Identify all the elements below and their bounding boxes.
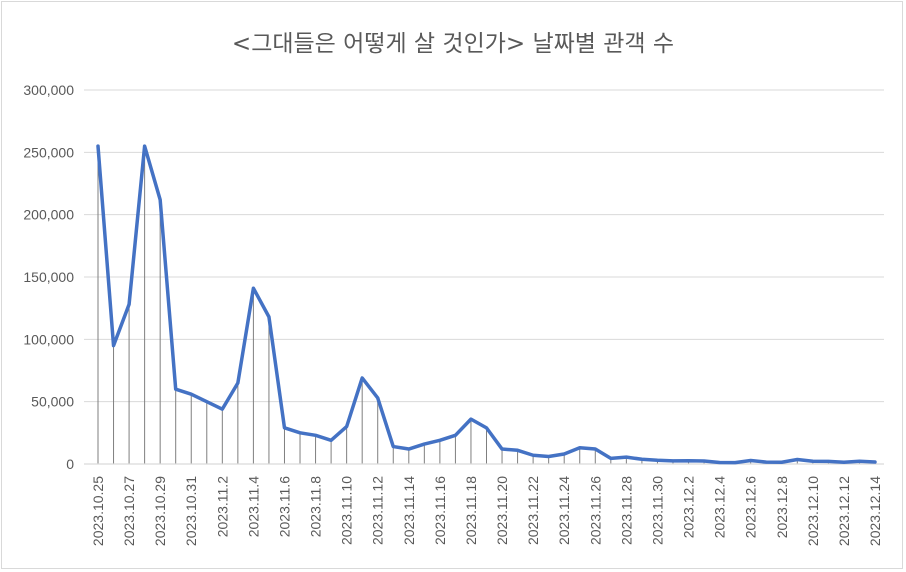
x-axis-ticks: 2023.10.25 2023.10.27 2023.10.29 2023.10.31… <box>90 476 883 546</box>
y-tick-label: 300,000 <box>23 82 74 98</box>
x-tick-label: 2023.11.28 <box>618 476 634 545</box>
x-tick-label: 2023.11.30 <box>649 476 665 545</box>
x-tick-label: 2023.11.4 <box>245 476 261 537</box>
x-tick-label: 2023.11.10 <box>339 476 355 545</box>
x-tick-label: 2023.12.6 <box>743 476 759 538</box>
drop-lines <box>97 146 876 464</box>
series <box>96 144 877 465</box>
x-tick-label: 2023.11.22 <box>525 476 541 545</box>
chart-title: <그대들은 어떻게 살 것인가> 날짜별 관객 수 <box>231 31 675 57</box>
x-tick-label: 2023.11.24 <box>556 476 572 545</box>
y-axis-ticks: 0 50,000 100,000 150,000 200,000 250,000 300,0… <box>23 82 74 472</box>
x-tick-label: 2023.11.8 <box>308 476 324 537</box>
x-tick-label: 2023.12.8 <box>774 476 790 538</box>
x-tick-label: 2023.10.29 <box>152 476 168 546</box>
x-tick-label: 2023.11.18 <box>463 476 479 545</box>
y-tick-label: 0 <box>66 456 74 472</box>
series-line <box>96 144 877 465</box>
x-tick-label: 2023.10.25 <box>90 476 106 546</box>
x-tick-label: 2023.11.20 <box>494 476 510 545</box>
x-tick-label: 2023.12.4 <box>712 476 728 538</box>
y-tick-label: 50,000 <box>31 394 74 410</box>
y-tick-label: 100,000 <box>23 331 74 347</box>
x-tick-label: 2023.10.27 <box>121 476 137 546</box>
x-tick-label: 2023.11.2 <box>214 476 230 537</box>
x-tick-label: 2023.12.10 <box>805 476 821 546</box>
x-tick-label: 2023.12.14 <box>867 476 883 546</box>
x-tick-label: 2023.11.16 <box>432 476 448 545</box>
y-tick-label: 250,000 <box>23 144 74 160</box>
x-tick-label: 2023.11.14 <box>401 476 417 545</box>
x-tick-label: 2023.10.31 <box>183 476 199 546</box>
y-tick-label: 200,000 <box>23 207 74 223</box>
gridlines <box>84 89 884 403</box>
x-tick-label: 2023.11.12 <box>370 476 386 545</box>
x-tick-label: 2023.12.2 <box>681 476 697 538</box>
x-tick-label: 2023.11.6 <box>276 476 292 537</box>
x-tick-label: 2023.12.12 <box>836 476 852 546</box>
y-tick-label: 150,000 <box>23 269 74 285</box>
x-tick-label: 2023.11.26 <box>587 476 603 545</box>
